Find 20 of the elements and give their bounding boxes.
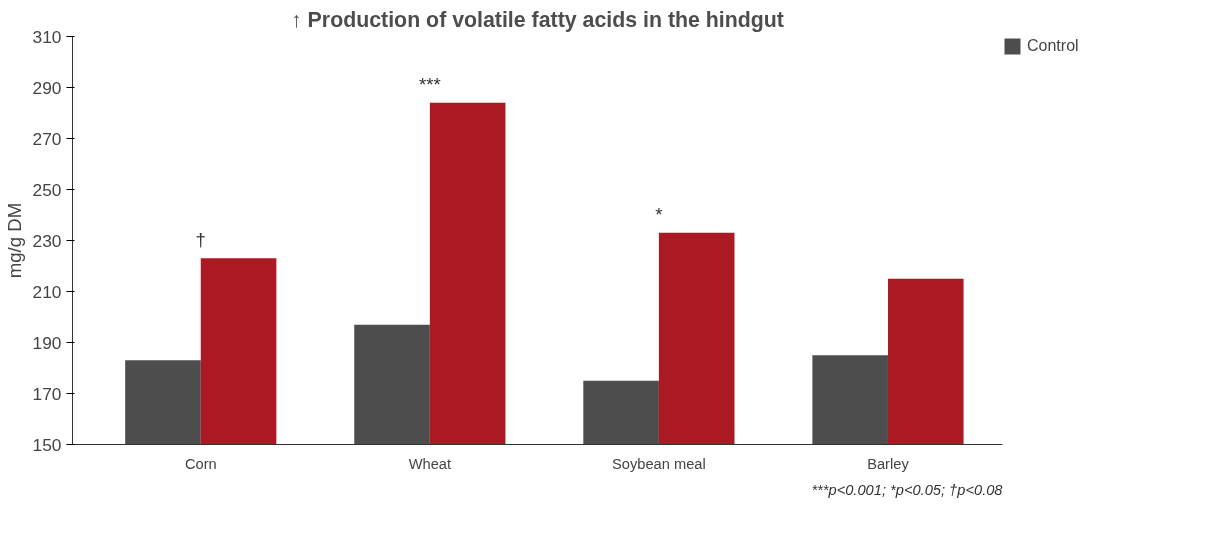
y-tick-label: 210 — [32, 281, 62, 302]
y-tick-label: 290 — [32, 77, 62, 98]
chart-title: ↑ Production of volatile fatty acids in the hindgut — [291, 7, 784, 32]
y-tick-label: 270 — [32, 128, 62, 149]
y-tick-label: 230 — [32, 230, 62, 251]
y-tick-label: 310 — [32, 26, 62, 47]
x-tick-label: Wheat — [408, 455, 452, 472]
annotation: *** — [418, 73, 441, 95]
y-tick-label: 190 — [32, 332, 62, 353]
text: ***p<0.001; *p<0.05; †p<0.08 — [811, 481, 1004, 498]
x-tick-label: Soybean meal — [612, 455, 706, 472]
y-tick-label: 170 — [32, 383, 62, 404]
x-tick-label: Barley — [867, 455, 910, 472]
annotation: † — [195, 229, 206, 251]
y-tick-label: 250 — [32, 179, 62, 200]
y-axis-title: mg/g DM — [3, 202, 25, 279]
y-tick-label: 150 — [32, 434, 62, 455]
x-tick-label: Corn — [184, 455, 217, 472]
annotation: * — [655, 203, 663, 225]
legend-label: Control — [1027, 37, 1079, 55]
